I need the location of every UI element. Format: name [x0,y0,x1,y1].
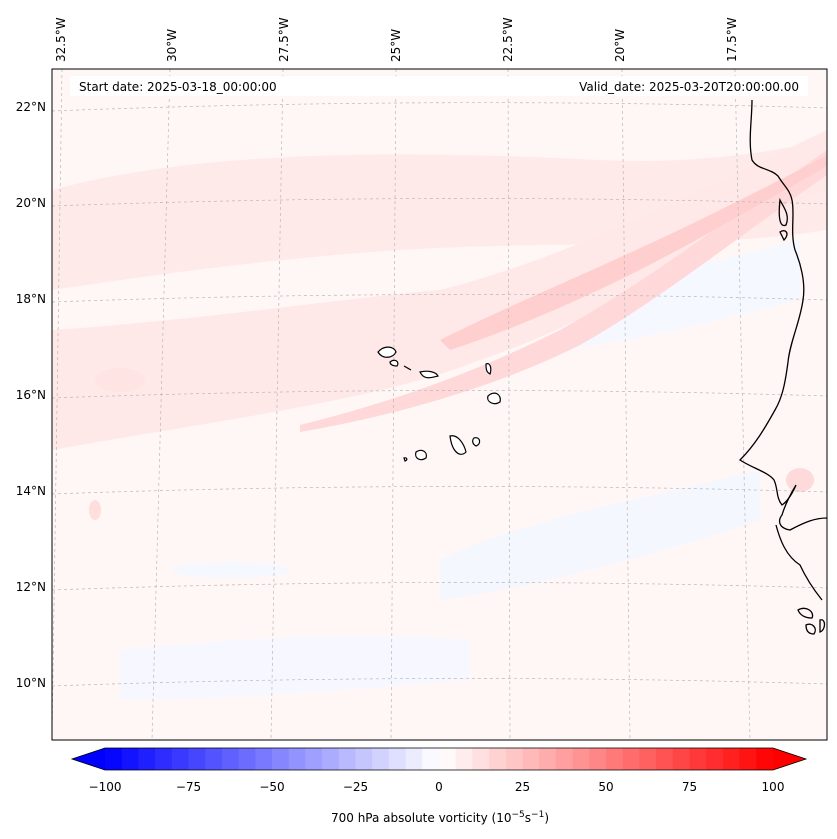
colorbar-segment [255,748,273,770]
colorbar-tick-label: −75 [176,780,201,794]
lat-label: 14°N [16,484,46,498]
colorbar-segment [689,748,707,770]
colorbar-tick-label: 25 [515,780,530,794]
colorbar-segment [722,748,741,770]
colorbar-tick-label: 0 [435,780,443,794]
colorbar-segment [272,748,290,770]
start-date-label: Start date: 2025-03-18_00:00:00 [79,80,277,94]
colorbar-segment [288,748,306,770]
cape-verde-islands [377,346,501,462]
colorbar-segment [221,748,240,770]
lat-label: 16°N [16,388,46,402]
colorbar-segment [322,748,340,770]
colorbar-segment [455,748,473,770]
colorbar-low-extension [72,748,105,770]
colorbar-segment [388,748,407,770]
colorbar-segment [372,748,390,770]
colorbar-tick-label: −100 [89,780,122,794]
colorbar-outline [70,747,808,771]
lon-label: 25°W [389,29,403,62]
colorbar-segment [706,748,724,770]
map-frame [51,68,828,741]
colorbar-segment [472,748,490,770]
lat-label: 18°N [16,292,46,306]
valid-date-label: Valid_date: 2025-03-20T20:00:00.00 [579,80,799,94]
lon-label: 20°W [613,29,627,62]
colorbar-ticks: −100 −75 −50 −25 0 25 50 75 100 [89,780,785,794]
colorbar-segment [606,748,624,770]
colorbar-segment [238,748,256,770]
colorbar-segment [756,748,774,770]
colorbar-segment [505,748,524,770]
colorbar-tick-label: 75 [682,780,697,794]
coastline [738,99,827,635]
lat-label: 12°N [16,580,46,594]
colorbar-segment [539,748,557,770]
colorbar-segment [439,748,457,770]
colorbar-tick-label: 100 [762,780,785,794]
colorbar-segment [338,748,357,770]
colorbar-segment [205,748,223,770]
lon-label: 32.5°W [54,17,68,62]
lat-label: 22°N [16,100,46,114]
colorbar-segment [121,748,139,770]
colorbar-segment [155,748,173,770]
colorbar-segment [422,748,440,770]
colorbar-segment [188,748,206,770]
lon-label: 17.5°W [725,17,739,62]
lat-label: 20°N [16,196,46,210]
lon-label: 27.5°W [277,17,291,62]
colorbar-segment [138,748,156,770]
lon-label: 22.5°W [501,17,515,62]
vorticity-field [52,69,827,740]
colorbar-high-extension [773,748,806,770]
colorbar: −100 −75 −50 −25 0 25 50 75 100 700 hPa … [70,747,808,825]
map-gridlines [52,69,827,740]
colorbar-segment [305,748,323,770]
lat-label: 10°N [16,676,46,690]
colorbar-segment [105,748,123,770]
colorbar-title: 700 hPa absolute vorticity (10−5s−1) [331,810,549,825]
colorbar-segment [739,748,757,770]
colorbar-segment [656,748,674,770]
colorbar-segment [171,748,190,770]
colorbar-tick-label: −25 [343,780,368,794]
colorbar-segment [639,748,657,770]
colorbar-segment [622,748,640,770]
colorbar-segment [522,748,540,770]
colorbar-segments [105,748,774,770]
colorbar-segment [672,748,691,770]
colorbar-segment [489,748,507,770]
colorbar-tick-label: 50 [598,780,613,794]
colorbar-segment [405,748,423,770]
longitude-labels: 32.5°W 30°W 27.5°W 25°W 22.5°W 20°W 17.5… [54,17,739,62]
colorbar-segment [589,748,607,770]
colorbar-segment [572,748,590,770]
colorbar-tick-label: −50 [259,780,284,794]
latitude-labels: 22°N 20°N 18°N 16°N 14°N 12°N 10°N [16,100,46,690]
lon-label: 30°W [165,29,179,62]
date-annotation-box [70,76,808,96]
colorbar-segment [555,748,574,770]
colorbar-segment [355,748,373,770]
